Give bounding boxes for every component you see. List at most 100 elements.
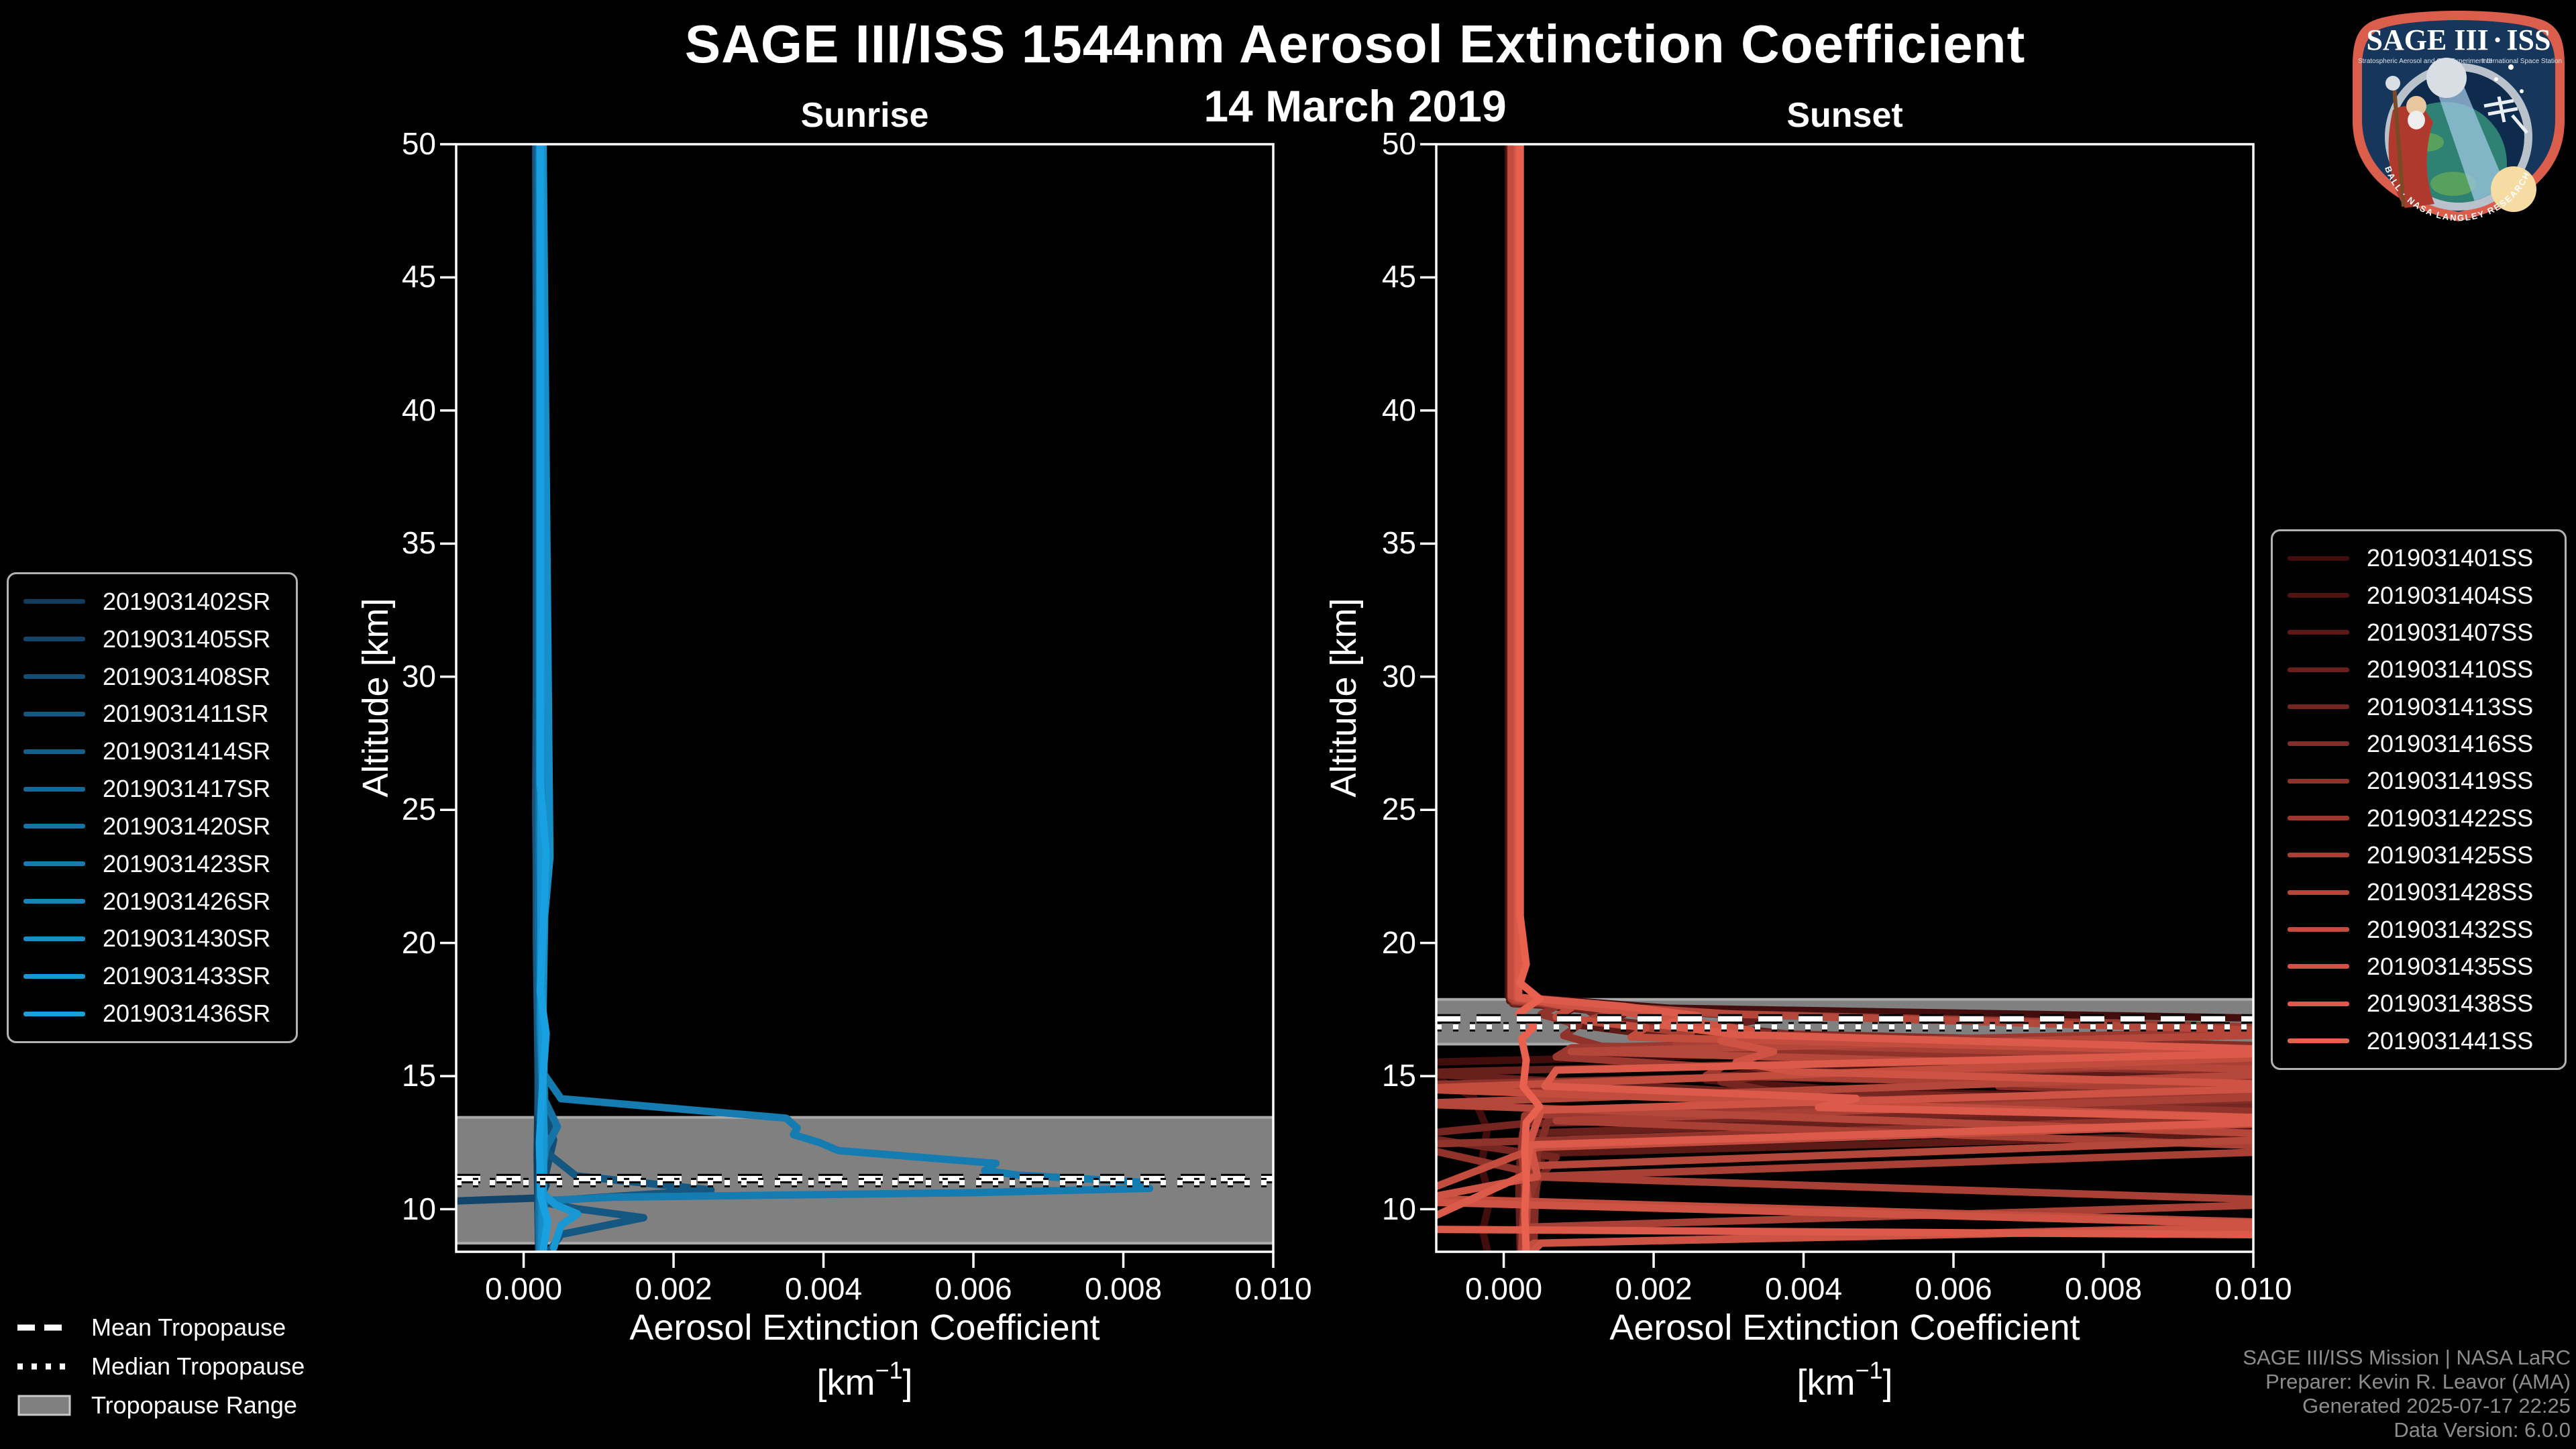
profile-line-2019031411SR (533, 144, 715, 1252)
legend-item-2019031420SR: 2019031420SR (9, 812, 296, 841)
iss-icon (2483, 96, 2528, 134)
event-id-label: 2019031441SS (2367, 1026, 2534, 1055)
legend-item-tropopause-range: Tropopause Range (17, 1386, 305, 1425)
unit-exponent: −1 (875, 1356, 903, 1384)
sunset-y-tick-label: 50 (1381, 126, 1416, 161)
sunrise-x-tick-label: 0.010 (1234, 1271, 1312, 1306)
sunset-y-tick-label: 45 (1381, 259, 1416, 294)
sunrise-plot-area (440, 143, 1275, 1268)
profile-line-2019031423SR (537, 144, 1154, 1252)
axes-spines (1435, 143, 2255, 1253)
event-id-label: 2019031435SS (2367, 952, 2534, 980)
sunrise-x-tick-label: 0.006 (934, 1271, 1012, 1306)
event-id-label: 2019031414SR (103, 737, 271, 765)
band-swatch (17, 1395, 71, 1416)
sunset-events-legend: 2019031401SS 2019031404SS 2019031407SS 2019… (2271, 529, 2567, 1070)
line-color-swatch (2288, 741, 2349, 747)
sunset-y-tick-label: 35 (1381, 525, 1416, 561)
legend-item-2019031423SR: 2019031423SR (9, 850, 296, 878)
father-time-figure-icon (2385, 76, 2434, 208)
sunset-y-tick-label: 10 (1381, 1191, 1416, 1226)
line-color-swatch (2288, 964, 2349, 969)
panel-title-sunrise: Sunrise (800, 96, 929, 135)
tropopause-legend: Mean Tropopause Median Tropopause Tropop… (17, 1308, 305, 1425)
line-color-swatch (2288, 667, 2349, 672)
legend-item-2019031414SR: 2019031414SR (9, 737, 296, 765)
sunrise-x-tick-label: 0.008 (1084, 1271, 1163, 1306)
dashed-line-swatch (17, 1324, 71, 1331)
profile-line-2019031441SS (1515, 144, 1544, 1252)
line-color-swatch (2288, 816, 2349, 821)
legend-item-2019031422SS: 2019031422SS (2273, 804, 2565, 833)
sunrise-chart-svg (440, 143, 1275, 1268)
sunrise-y-tick-label: 25 (401, 792, 436, 827)
event-id-label: 2019031405SR (103, 625, 271, 653)
patch-subtitle-right: International Space Station (2481, 58, 2562, 65)
legend-item-2019031411SR: 2019031411SR (9, 700, 296, 728)
land-icon (2430, 172, 2476, 196)
footer-mission-line: SAGE III/ISS Mission | NASA LaRC (2243, 1346, 2571, 1369)
sunset-x-tick-label: 0.010 (2214, 1271, 2292, 1306)
line-color-swatch (23, 749, 85, 754)
patch-subtitle-left: Stratospheric Aerosol and Gas Experiment… (2358, 58, 2492, 65)
sunset-y-tick-label: 25 (1381, 792, 1416, 827)
legend-item-2019031432SS: 2019031432SS (2273, 916, 2565, 944)
legend-item-2019031430SR: 2019031430SR (9, 924, 296, 953)
legend-item-2019031436SR: 2019031436SR (9, 1000, 296, 1028)
legend-item-2019031401SS: 2019031401SS (2273, 544, 2565, 572)
line-color-swatch (23, 637, 85, 642)
event-id-label: 2019031423SR (103, 849, 271, 877)
sunset-y-tick-label: 15 (1381, 1058, 1416, 1093)
legend-item-2019031416SS: 2019031416SS (2273, 730, 2565, 758)
line-color-swatch (2288, 555, 2349, 561)
legend-label: Median Tropopause (91, 1352, 305, 1380)
event-id-label: 2019031432SS (2367, 915, 2534, 943)
legend-item-2019031426SR: 2019031426SR (9, 888, 296, 916)
sunrise-x-axis-label: Aerosol Extinction Coefficient (629, 1307, 1100, 1348)
legend-item-2019031408SR: 2019031408SR (9, 663, 296, 691)
event-id-label: 2019031402SR (103, 587, 271, 615)
line-color-swatch (2288, 927, 2349, 932)
legend-item-median-tropopause: Median Tropopause (17, 1347, 305, 1386)
sunset-plot-area (1420, 143, 2255, 1268)
legend-item-2019031413SS: 2019031413SS (2273, 693, 2565, 721)
stars-icon (2494, 64, 2524, 93)
event-id-label: 2019031413SS (2367, 692, 2534, 720)
line-color-swatch (23, 1011, 85, 1016)
line-color-swatch (2288, 1001, 2349, 1006)
line-color-swatch (2288, 853, 2349, 858)
line-color-swatch (2288, 704, 2349, 710)
panel-title-sunset: Sunset (1786, 96, 1903, 135)
legend-item-2019031433SR: 2019031433SR (9, 962, 296, 990)
line-color-swatch (23, 786, 85, 792)
event-id-label: 2019031425SS (2367, 841, 2534, 869)
line-color-swatch (2288, 630, 2349, 635)
unit-exponent: −1 (1855, 1356, 1883, 1384)
event-id-label: 2019031430SR (103, 924, 271, 953)
legend-item-2019031407SS: 2019031407SS (2273, 619, 2565, 647)
footer-version-line: Data Version: 6.0.0 (2394, 1418, 2571, 1442)
legend-item-2019031425SS: 2019031425SS (2273, 841, 2565, 869)
sunrise-x-axis-unit: [km−1] (529, 1356, 1200, 1403)
figure-date: 14 March 2019 (1203, 81, 1507, 131)
unit-open: [km (816, 1362, 875, 1403)
legend-item-2019031441SS: 2019031441SS (2273, 1027, 2565, 1055)
line-color-swatch (2288, 593, 2349, 598)
legend-item-2019031438SS: 2019031438SS (2273, 989, 2565, 1018)
sunset-y-tick-label: 40 (1381, 392, 1416, 427)
sunrise-events-legend: 2019031402SR 2019031405SR 2019031408SR 2019… (7, 572, 298, 1043)
sunset-x-tick-label: 0.004 (1764, 1271, 1843, 1306)
sunrise-y-tick-label: 20 (401, 924, 436, 960)
event-id-label: 2019031420SR (103, 812, 271, 840)
legend-item-2019031404SS: 2019031404SS (2273, 582, 2565, 610)
event-id-label: 2019031407SS (2367, 618, 2534, 646)
sunrise-y-tick-label: 35 (401, 525, 436, 561)
event-id-label: 2019031422SS (2367, 804, 2534, 832)
dotted-line-swatch (17, 1363, 71, 1370)
moon-icon (2426, 58, 2467, 98)
line-color-swatch (23, 899, 85, 904)
unit-close: ] (1882, 1362, 1893, 1403)
profile-line-2019031405SR (456, 144, 550, 1205)
event-id-label: 2019031428SS (2367, 878, 2534, 906)
